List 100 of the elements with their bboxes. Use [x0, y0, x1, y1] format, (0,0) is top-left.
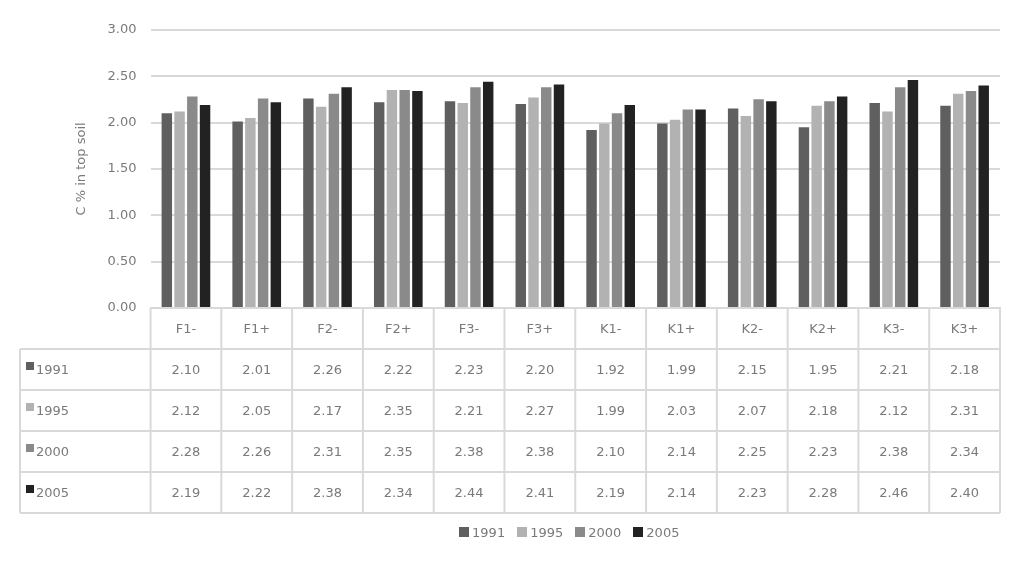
x-tick-label: F2+	[384, 321, 412, 337]
data-label: 2.35	[382, 443, 414, 461]
x-tick-label: F2-	[317, 321, 339, 337]
text: 2000	[588, 525, 622, 540]
text: 2005	[36, 485, 70, 500]
bar	[727, 108, 739, 307]
bar	[270, 102, 282, 307]
data-label: 2.01	[241, 361, 273, 379]
x-tick-label: F3-	[458, 321, 480, 337]
bar	[245, 117, 256, 307]
bar	[232, 121, 243, 307]
data-label: 2.38	[312, 484, 343, 502]
bar	[187, 96, 198, 307]
bar	[824, 101, 835, 307]
data-label: 2.26	[312, 361, 343, 379]
data-label: 2.17	[312, 402, 343, 420]
data-label: 2.25	[736, 443, 768, 461]
bar	[695, 109, 706, 307]
data-label: 2.15	[736, 361, 768, 379]
bar	[657, 123, 668, 307]
x-tick-label: K2-	[741, 321, 764, 337]
legend-label: 2000	[36, 444, 70, 459]
x-tick-label: K1-	[599, 321, 622, 337]
bar	[470, 87, 481, 307]
data-label: 2.41	[524, 484, 556, 502]
data-label: 2.03	[665, 402, 697, 420]
y-tick-label: 2.50	[107, 67, 137, 83]
text: 1991	[472, 525, 506, 540]
bar	[553, 84, 565, 307]
data-label: 2.10	[595, 443, 627, 461]
data-label: 2.10	[170, 361, 202, 379]
bar	[528, 97, 539, 307]
y-tick-label: 1.00	[107, 206, 137, 222]
data-label: 2.40	[949, 484, 981, 502]
x-tick-label: K3+	[950, 321, 979, 337]
data-label: 2.12	[170, 402, 202, 420]
legend-label: 1991	[36, 362, 70, 377]
bar	[174, 111, 185, 307]
data-label: 2.18	[949, 361, 981, 379]
bar	[399, 90, 410, 307]
bar	[257, 98, 269, 307]
data-label: 2.14	[665, 484, 697, 502]
data-label: 2.46	[878, 484, 910, 502]
bar	[882, 111, 893, 307]
data-label: 2.26	[241, 443, 273, 461]
data-label: 2.31	[312, 443, 343, 461]
bar	[624, 104, 635, 307]
data-label: 2.38	[524, 443, 556, 461]
bar	[515, 103, 526, 307]
bar	[611, 113, 623, 307]
data-label: 2.34	[949, 443, 981, 461]
bar	[978, 85, 989, 307]
bar	[894, 87, 906, 307]
data-label: 2.34	[382, 484, 414, 502]
y-axis-title: C % in top soil	[73, 122, 89, 216]
y-tick-label: 0.50	[107, 253, 137, 269]
bar	[412, 91, 423, 307]
data-label: 1.99	[595, 402, 627, 420]
data-label: 2.18	[807, 402, 839, 420]
x-tick-label: F3+	[526, 321, 554, 337]
data-label: 2.28	[807, 484, 839, 502]
data-label: 2.14	[665, 443, 697, 461]
bar	[341, 87, 352, 307]
data-label: 2.44	[453, 484, 485, 502]
y-tick-label: 1.50	[107, 160, 137, 176]
data-label: 2.22	[382, 361, 414, 379]
legend-label: 1995	[36, 403, 70, 418]
bar	[328, 93, 340, 307]
bar	[869, 103, 880, 307]
bar	[315, 106, 327, 307]
bar	[303, 98, 314, 307]
bar	[798, 127, 810, 307]
data-label: 2.35	[382, 402, 414, 420]
y-tick-label: 0.00	[107, 299, 137, 315]
bar	[940, 105, 951, 307]
data-label: 2.20	[524, 361, 556, 379]
bar	[907, 79, 919, 307]
data-label: 2.12	[878, 402, 910, 420]
data-label: 2.27	[524, 402, 556, 420]
bar	[586, 129, 597, 307]
legend-label: 2005	[646, 525, 680, 540]
data-label: 2.22	[241, 484, 273, 502]
data-label: 1.99	[665, 361, 697, 379]
data-label: 2.07	[736, 402, 768, 420]
data-label: 2.31	[949, 402, 981, 420]
x-tick-label: F1+	[243, 321, 271, 337]
bar	[199, 104, 211, 307]
data-label: 2.19	[595, 484, 627, 502]
data-label: 2.38	[878, 443, 910, 461]
bar	[811, 105, 822, 307]
bar	[386, 90, 398, 307]
data-label: 2.23	[807, 443, 839, 461]
bar	[599, 123, 610, 307]
bar	[457, 103, 468, 307]
x-tick-label: K1+	[667, 321, 696, 337]
text: 1995	[530, 525, 564, 540]
x-tick-label: K2+	[809, 321, 837, 337]
bar	[682, 109, 694, 307]
data-label: 2.28	[170, 443, 202, 461]
y-tick-label: 3.00	[107, 21, 137, 37]
